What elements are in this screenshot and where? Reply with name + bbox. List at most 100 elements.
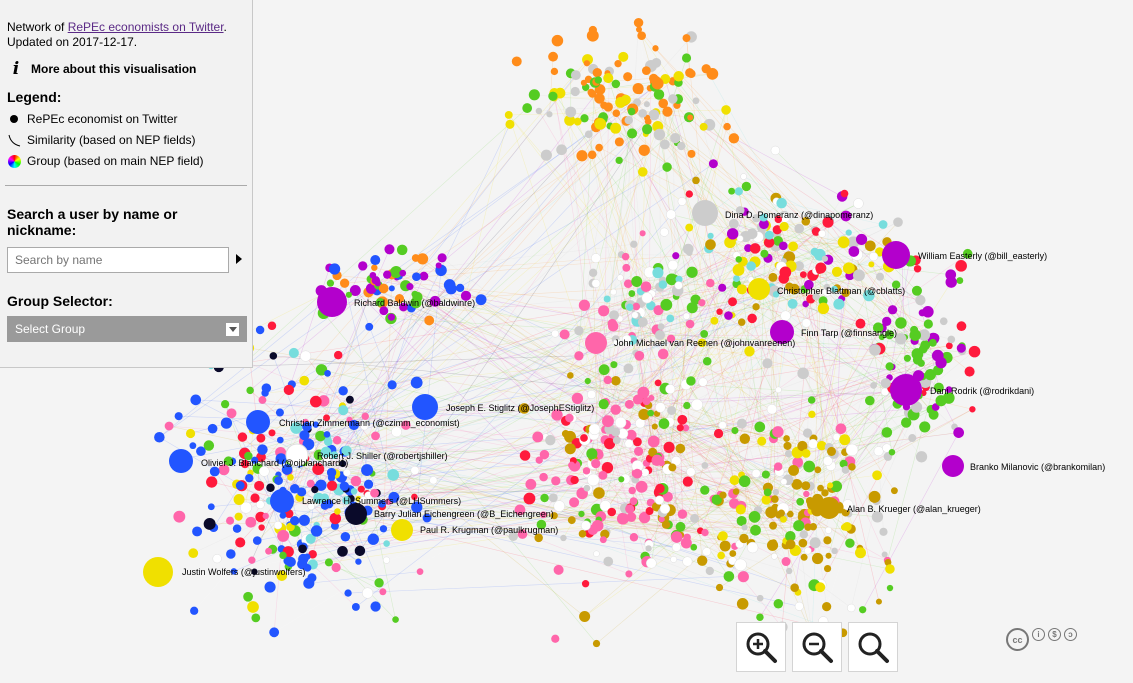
- edge: [265, 270, 817, 394]
- node: [289, 484, 300, 494]
- node: [598, 305, 610, 317]
- node: [918, 329, 931, 341]
- node: [847, 603, 856, 613]
- node: [845, 538, 855, 548]
- node: [331, 562, 341, 573]
- node: [416, 253, 429, 265]
- node: [539, 449, 550, 460]
- node: [645, 507, 654, 515]
- labeled-node: [169, 449, 193, 473]
- node: [657, 459, 665, 467]
- node: [285, 556, 296, 568]
- edge: [887, 370, 939, 561]
- zoom-reset-button[interactable]: [848, 622, 898, 672]
- node: [736, 418, 747, 429]
- node: [540, 149, 552, 161]
- edge: [679, 316, 687, 428]
- node-label-summers: Lawrence H. Summers (@LHSummers): [302, 496, 461, 506]
- node: [287, 474, 294, 481]
- node: [761, 495, 771, 505]
- node: [591, 279, 601, 288]
- node: [779, 515, 787, 523]
- node: [964, 366, 975, 377]
- node: [251, 456, 259, 464]
- zoom-in-button[interactable]: [736, 622, 786, 672]
- node: [804, 523, 812, 531]
- node: [878, 333, 885, 341]
- node: [640, 146, 649, 156]
- cc-nc-icon: $: [1048, 628, 1061, 641]
- node: [799, 530, 809, 539]
- node: [298, 544, 307, 554]
- edge: [686, 38, 741, 545]
- node: [682, 243, 694, 255]
- group-select[interactable]: Select Group: [7, 316, 247, 342]
- node: [596, 451, 604, 459]
- zoom-out-button[interactable]: [792, 622, 842, 672]
- node: [578, 510, 585, 518]
- node: [578, 530, 587, 538]
- node: [350, 475, 362, 487]
- edge: [663, 485, 730, 577]
- zoom-out-icon: [802, 632, 833, 663]
- edge: [663, 283, 737, 424]
- node: [839, 434, 851, 446]
- edge: [613, 325, 842, 429]
- node: [928, 338, 937, 347]
- edge: [388, 287, 838, 502]
- node: [677, 197, 687, 206]
- node: [410, 376, 423, 389]
- node: [732, 488, 740, 495]
- node: [588, 423, 601, 436]
- node: [794, 261, 805, 271]
- node: [173, 510, 186, 523]
- edge: [873, 385, 884, 532]
- node: [651, 423, 658, 430]
- node: [576, 150, 588, 162]
- edge: [704, 358, 908, 466]
- node: [666, 314, 675, 323]
- license-badges[interactable]: cc i $ ↄ: [1006, 628, 1077, 651]
- node: [290, 421, 303, 434]
- node: [692, 176, 700, 185]
- node: [616, 274, 624, 282]
- node: [780, 478, 788, 486]
- node: [567, 516, 576, 525]
- edge: [609, 443, 648, 562]
- node: [574, 326, 584, 336]
- node: [311, 486, 319, 494]
- search-input[interactable]: [7, 247, 229, 273]
- node: [267, 321, 277, 331]
- about-link[interactable]: i More about this visualisation: [7, 59, 245, 79]
- repec-link[interactable]: RePEc economists on Twitter: [67, 20, 224, 34]
- node: [792, 456, 804, 468]
- node: [226, 408, 237, 419]
- node: [673, 71, 684, 82]
- node: [773, 462, 783, 471]
- node: [603, 73, 614, 84]
- node: [437, 253, 447, 263]
- search-submit-arrow-icon[interactable]: [236, 254, 242, 264]
- node: [682, 312, 691, 320]
- node: [610, 427, 621, 437]
- edge: [637, 226, 763, 400]
- node: [802, 428, 813, 438]
- edge: [798, 193, 845, 267]
- edge: [685, 408, 772, 429]
- edge: [305, 171, 643, 459]
- node: [729, 475, 740, 486]
- node: [551, 409, 563, 421]
- cc-sa-icon: ↄ: [1064, 628, 1077, 641]
- node: [523, 492, 536, 505]
- edge: [218, 355, 579, 368]
- edge: [721, 287, 810, 467]
- edge: [731, 190, 884, 225]
- edge: [323, 400, 745, 528]
- chevron-down-icon[interactable]: [226, 322, 239, 336]
- edge: [578, 128, 616, 331]
- node: [594, 93, 605, 104]
- edge: [688, 116, 817, 232]
- node: [345, 291, 352, 298]
- node: [752, 303, 760, 311]
